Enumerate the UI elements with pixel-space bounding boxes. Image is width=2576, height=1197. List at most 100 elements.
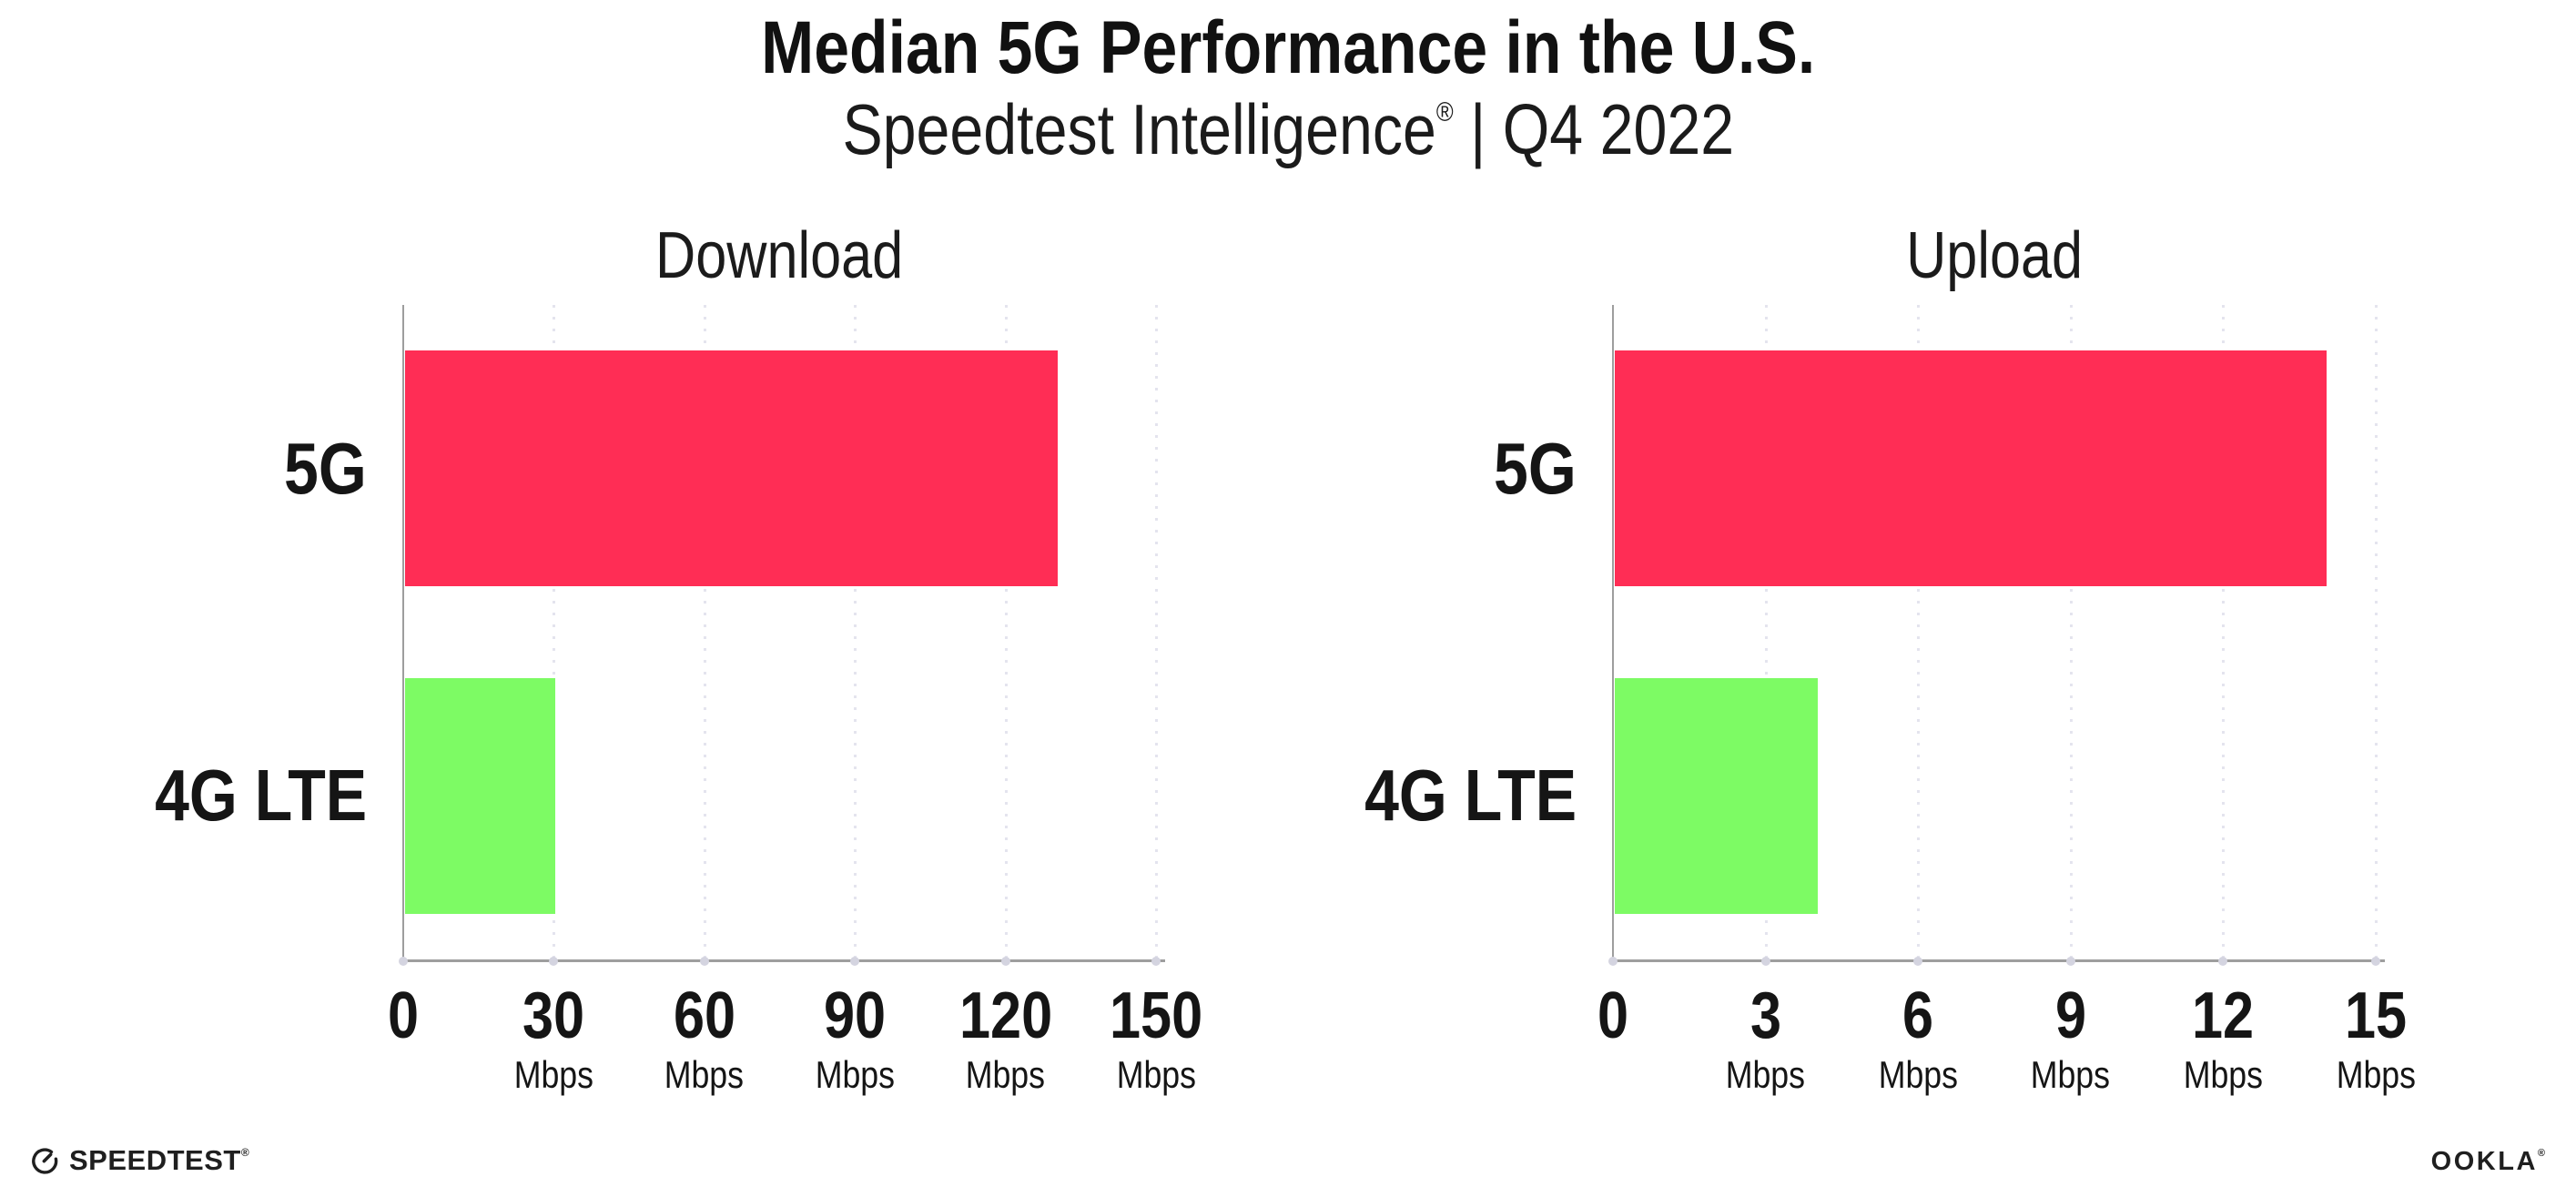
x-tick-unit: Mbps — [1818, 1056, 2018, 1094]
y-axis-line — [402, 305, 404, 959]
x-tick-label: 6 Mbps — [1818, 983, 2018, 1094]
x-tick-label: 0 — [1513, 983, 1713, 1049]
category-label-text: 4G LTE — [1364, 755, 1577, 837]
x-tick-value: 15 — [2276, 983, 2476, 1049]
subtitle-period: | Q4 2022 — [1453, 89, 1734, 169]
axis-tick-dot — [2065, 956, 2075, 966]
x-tick-value: 9 — [1971, 983, 2171, 1049]
x-tick-value-text: 150 — [1109, 979, 1203, 1052]
x-tick-unit: Mbps — [604, 1056, 805, 1094]
x-tick-label: 12 Mbps — [2123, 983, 2323, 1094]
gridline — [2069, 305, 2073, 959]
axis-tick-dot — [1913, 956, 1923, 966]
axis-tick-dot — [699, 956, 709, 966]
x-tick-unit-text: Mbps — [664, 1053, 745, 1096]
x-tick-value: 3 — [1666, 983, 1866, 1049]
x-tick-unit: Mbps — [2276, 1056, 2476, 1094]
x-tick-unit: Mbps — [755, 1056, 955, 1094]
x-tick-label: 30 Mbps — [453, 983, 654, 1094]
x-tick-value-text: 12 — [2192, 979, 2255, 1052]
axis-tick-dot — [1608, 956, 1618, 966]
x-tick-label: 90 Mbps — [755, 983, 955, 1094]
x-tick-label: 0 — [303, 983, 503, 1049]
x-tick-value-text: 9 — [2054, 979, 2086, 1052]
x-tick-value-text: 0 — [1597, 979, 1629, 1052]
gridline — [703, 305, 706, 959]
x-tick-value: 150 — [1056, 983, 1256, 1049]
x-tick-value: 0 — [1513, 983, 1713, 1049]
page-subtitle: Speedtest Intelligence® | Q4 2022 — [0, 89, 2576, 169]
axis-tick-dot — [399, 956, 408, 966]
page-title: Median 5G Performance in the U.S. — [760, 6, 1816, 89]
gridline — [2375, 305, 2378, 959]
category-label-4g-lte: 4G LTE — [0, 757, 367, 834]
x-tick-unit-text: Mbps — [1878, 1053, 1958, 1096]
axis-tick-dot — [1000, 956, 1010, 966]
axis-tick-dot — [1151, 956, 1161, 966]
x-tick-label: 9 Mbps — [1971, 983, 2171, 1094]
x-tick-unit: Mbps — [1666, 1056, 1866, 1094]
ookla-wordmark: OOKLA — [2430, 1147, 2538, 1176]
x-tick-unit-text: Mbps — [1116, 1053, 1196, 1096]
x-tick-unit-text: Mbps — [815, 1053, 895, 1096]
x-tick-value-text: 0 — [387, 979, 420, 1052]
category-label-text: 4G LTE — [155, 755, 367, 837]
axis-tick-dot — [2218, 956, 2228, 966]
category-label-5g: 5G — [0, 427, 367, 509]
gridline — [2222, 305, 2226, 959]
category-label-4g-lte: 4G LTE — [1121, 757, 1577, 834]
chart-title-upload: Upload — [1558, 219, 2430, 292]
x-tick-label: 60 Mbps — [604, 983, 805, 1094]
x-tick-unit: Mbps — [1971, 1056, 2171, 1094]
speedtest-logo: SPEEDTEST® — [30, 1144, 249, 1177]
x-tick-value-text: 120 — [958, 979, 1052, 1052]
x-tick-value: 60 — [604, 983, 805, 1049]
axis-tick-dot — [1760, 956, 1770, 966]
category-label-5g: 5G — [1121, 427, 1577, 509]
speedtest-trademark-icon: ® — [240, 1145, 250, 1159]
ookla-trademark-icon: ® — [2537, 1148, 2545, 1160]
x-tick-unit: Mbps — [1056, 1056, 1256, 1094]
axis-tick-dot — [850, 956, 860, 966]
x-tick-value: 30 — [453, 983, 654, 1049]
x-tick-value: 0 — [303, 983, 503, 1049]
subtitle-product: Speedtest Intelligence — [842, 89, 1436, 169]
x-tick-value: 6 — [1818, 983, 2018, 1049]
x-tick-unit: Mbps — [2123, 1056, 2323, 1094]
x-tick-unit-text: Mbps — [513, 1053, 594, 1096]
x-axis-line — [401, 959, 1165, 962]
x-tick-value: 120 — [906, 983, 1106, 1049]
x-tick-value-text: 30 — [522, 979, 585, 1052]
x-tick-unit-text: Mbps — [2031, 1053, 2111, 1096]
x-tick-value-text: 90 — [824, 979, 887, 1052]
x-tick-label: 15 Mbps — [2276, 983, 2476, 1094]
x-tick-unit: Mbps — [453, 1056, 654, 1094]
gridline — [1764, 305, 1768, 959]
x-axis-line — [1611, 959, 2385, 962]
bar-5g-download — [405, 350, 1058, 587]
x-tick-label: 150 Mbps — [1056, 983, 1256, 1094]
x-tick-value: 90 — [755, 983, 955, 1049]
x-tick-label: 3 Mbps — [1666, 983, 1866, 1094]
chart-title-download: Download — [349, 219, 1211, 292]
x-tick-unit-text: Mbps — [2336, 1053, 2416, 1096]
x-tick-label: 120 Mbps — [906, 983, 1106, 1094]
bar-4g-lte-upload — [1615, 677, 1819, 914]
x-tick-unit-text: Mbps — [965, 1053, 1046, 1096]
axis-tick-dot — [549, 956, 559, 966]
category-label-text: 5G — [1494, 427, 1577, 509]
x-tick-value: 12 — [2123, 983, 2323, 1049]
bar-4g-lte-download — [405, 677, 556, 914]
axis-tick-dot — [2371, 956, 2380, 966]
gridline — [854, 305, 857, 959]
bar-5g-upload — [1615, 350, 2328, 587]
chart-title-text: Upload — [1906, 219, 2083, 292]
x-tick-value-text: 60 — [673, 979, 735, 1052]
category-label-text: 5G — [284, 427, 367, 509]
registered-mark-icon: ® — [1435, 97, 1454, 127]
chart-title-text: Download — [655, 219, 904, 292]
ookla-logo: OOKLA® — [2431, 1147, 2545, 1177]
speedtest-wordmark: SPEEDTEST® — [69, 1144, 250, 1176]
x-tick-unit: Mbps — [906, 1056, 1106, 1094]
